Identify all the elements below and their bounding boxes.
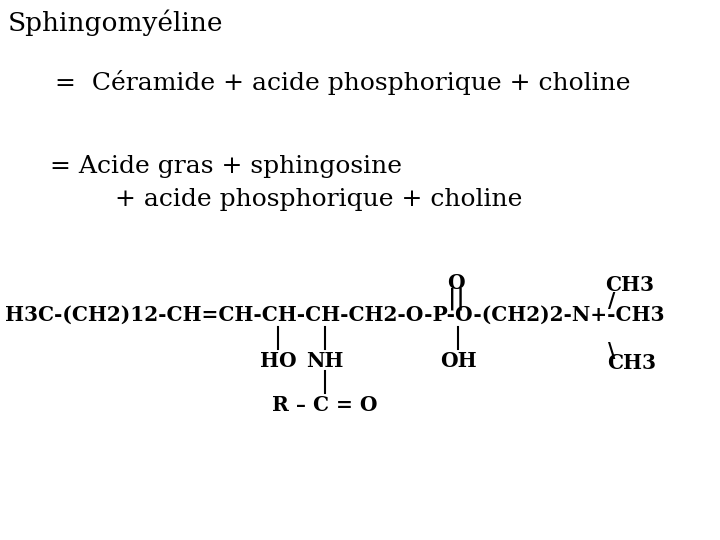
Text: Sphingomyéline: Sphingomyéline	[8, 10, 223, 37]
Text: CH3: CH3	[608, 353, 657, 373]
Text: \: \	[608, 341, 616, 361]
Text: =  Céramide + acide phosphorique + choline: = Céramide + acide phosphorique + cholin…	[55, 70, 631, 95]
Text: NH: NH	[306, 351, 343, 371]
Text: CH3: CH3	[606, 275, 654, 295]
Text: HO: HO	[260, 351, 297, 371]
Text: ||: ||	[448, 287, 464, 309]
Text: H3C-(CH2)12-CH=CH-CH-CH-CH2-O-P-O-(CH2)2-N+-CH3: H3C-(CH2)12-CH=CH-CH-CH-CH2-O-P-O-(CH2)2…	[5, 305, 665, 325]
Text: OH: OH	[440, 351, 477, 371]
Text: O: O	[447, 273, 465, 293]
Text: + acide phosphorique + choline: + acide phosphorique + choline	[115, 188, 523, 211]
Text: = Acide gras + sphingosine: = Acide gras + sphingosine	[50, 155, 402, 178]
Text: /: /	[608, 291, 616, 311]
Text: R – C = O: R – C = O	[272, 395, 378, 415]
